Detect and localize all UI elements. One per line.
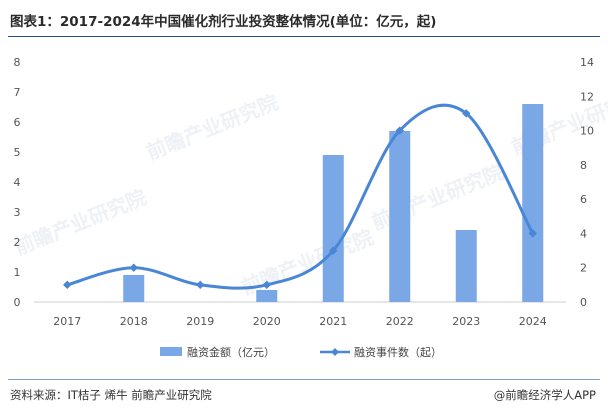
title-rule [8, 36, 600, 37]
y-left-axis: 0 1 2 3 4 5 6 7 8 [14, 56, 21, 309]
bar [455, 230, 477, 302]
watermark-text: 前瞻产业研究院 [368, 160, 507, 235]
line-point [63, 280, 72, 290]
y-left-tick-label: 8 [14, 56, 21, 69]
bar [322, 155, 344, 302]
y-right-tick-label: 14 [580, 56, 594, 69]
bar [256, 290, 278, 302]
bar-series [123, 104, 544, 302]
y-left-tick-label: 1 [14, 266, 21, 279]
x-tick-label: 2019 [186, 315, 214, 328]
watermark-text: 前瞻产业研究院 [238, 225, 377, 300]
y-right-tick-label: 2 [580, 262, 587, 275]
y-left-tick-label: 7 [14, 86, 21, 99]
x-axis: 2017 2018 2019 2020 2021 2022 2023 2024 [53, 315, 547, 328]
y-right-tick-label: 12 [580, 90, 594, 103]
brand-label: @前瞻经济学人APP [493, 388, 596, 402]
y-right-tick-label: 4 [580, 227, 587, 240]
y-right-tick-label: 6 [580, 193, 587, 206]
y-left-tick-label: 3 [14, 206, 21, 219]
legend-swatch-marker [331, 348, 339, 356]
legend: 融资金额（亿元） 融资事件数（起） [160, 345, 442, 359]
legend-label-line: 融资事件数（起） [354, 346, 442, 359]
bar [522, 104, 544, 302]
line-point [528, 229, 537, 238]
x-tick-label: 2021 [319, 315, 347, 328]
x-tick-label: 2020 [253, 315, 281, 328]
line-point [129, 263, 138, 272]
y-right-axis: 0 2 4 6 8 10 12 14 [580, 56, 594, 309]
x-tick-label: 2024 [519, 315, 547, 328]
x-tick-label: 2023 [452, 315, 480, 328]
legend-label-bar: 融资金额（亿元） [187, 345, 275, 359]
y-left-tick-label: 0 [14, 296, 21, 309]
line-point [329, 246, 338, 255]
y-right-tick-label: 0 [580, 296, 587, 309]
y-right-tick-label: 8 [580, 159, 587, 172]
y-left-tick-label: 2 [14, 236, 21, 249]
x-tick-label: 2022 [386, 315, 414, 328]
legend-swatch-bar [160, 347, 182, 356]
x-tick-label: 2018 [120, 315, 148, 328]
x-tick-label: 2017 [53, 315, 81, 328]
source-note: 资料来源：IT桔子 烯牛 前瞻产业研究院 [10, 388, 212, 402]
watermark-text: 前瞻产业研究院 [143, 90, 282, 165]
bar [389, 131, 411, 302]
y-left-tick-label: 5 [14, 146, 21, 159]
line-point [395, 126, 404, 135]
y-left-tick-label: 4 [14, 176, 21, 189]
y-left-tick-label: 6 [14, 116, 21, 129]
y-right-tick-label: 10 [580, 125, 594, 138]
bar [123, 275, 145, 302]
chart-title: 图表1：2017-2024年中国催化剂行业投资整体情况(单位：亿元，起) [10, 14, 437, 30]
watermark-text: 前瞻产业研究院 [11, 185, 150, 260]
line-point [196, 280, 205, 290]
line-point [462, 109, 471, 118]
footer-rule [8, 379, 600, 380]
